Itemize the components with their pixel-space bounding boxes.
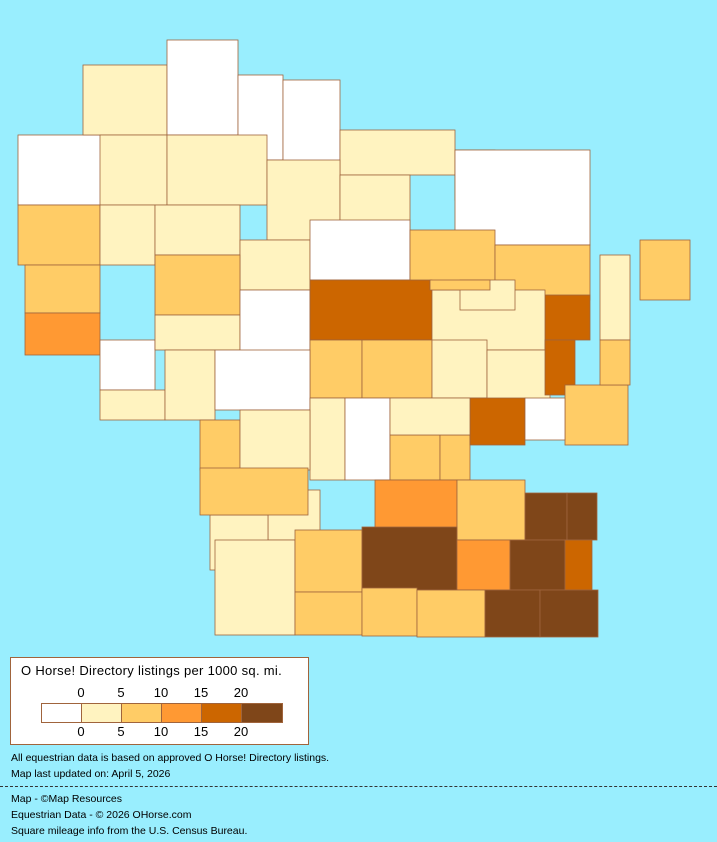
county-region	[361, 587, 418, 637]
county-region	[309, 219, 411, 281]
county-region	[199, 467, 309, 516]
data-credit: Equestrian Data - © 2026 OHorse.com	[11, 809, 192, 821]
county-region	[99, 204, 156, 266]
county-region	[544, 294, 591, 341]
county-region	[456, 479, 526, 541]
legend-color-scale	[41, 703, 283, 723]
county-region	[416, 589, 486, 638]
county-region	[17, 204, 101, 266]
data-source-note: All equestrian data is based on approved…	[11, 752, 330, 764]
county-region	[389, 434, 441, 481]
county-region	[564, 539, 593, 591]
county-region	[344, 397, 391, 481]
county-region	[294, 591, 363, 636]
map-credit: Map - ©Map Resources	[11, 793, 123, 805]
county-region	[309, 339, 363, 399]
county-region	[24, 312, 101, 356]
county-region	[154, 254, 241, 316]
county-region	[389, 397, 471, 436]
legend-swatch	[242, 704, 282, 722]
county-region	[566, 492, 598, 541]
legend-swatch	[42, 704, 82, 722]
county-region	[166, 134, 268, 206]
county-region	[294, 529, 363, 593]
county-region	[439, 434, 471, 481]
county-region	[599, 339, 631, 386]
legend-swatch	[82, 704, 122, 722]
legend-swatch	[162, 704, 202, 722]
tick-label: 5	[117, 685, 125, 700]
legend: O Horse! Directory listings per 1000 sq.…	[10, 657, 309, 745]
county-region	[509, 539, 566, 591]
county-region	[431, 339, 488, 399]
county-region	[484, 589, 541, 638]
county-region	[282, 79, 341, 176]
tick-label: 20	[233, 724, 249, 739]
census-credit: Square mileage info from the U.S. Census…	[11, 825, 248, 837]
county-region	[524, 397, 566, 441]
county-region	[99, 134, 168, 206]
county-region	[239, 239, 311, 291]
legend-ticks-top: 0 5 10 15 20	[11, 685, 311, 701]
tick-label: 5	[117, 724, 125, 739]
tick-label: 15	[193, 685, 209, 700]
legend-ticks-bottom: 0 5 10 15 20	[11, 724, 311, 740]
county-region	[199, 419, 241, 471]
county-region	[154, 204, 241, 256]
county-region	[639, 239, 691, 301]
county-region	[309, 397, 346, 481]
county-region	[524, 492, 568, 541]
county-region	[456, 539, 511, 591]
county-region	[361, 526, 458, 591]
county-region	[214, 349, 311, 411]
tick-label: 10	[153, 685, 169, 700]
county-region	[454, 149, 591, 246]
county-region	[17, 134, 111, 206]
legend-title: O Horse! Directory listings per 1000 sq.…	[21, 663, 283, 678]
tick-label: 20	[233, 685, 249, 700]
county-region	[429, 279, 491, 291]
county-region	[361, 339, 433, 399]
county-region	[486, 349, 551, 401]
county-region	[24, 264, 101, 314]
tick-label: 15	[193, 724, 209, 739]
wisconsin-county-map	[17, 39, 691, 638]
county-region	[469, 397, 526, 446]
tick-label: 0	[77, 724, 85, 739]
county-region	[374, 479, 458, 529]
divider	[0, 786, 717, 787]
county-region	[539, 589, 599, 638]
county-region	[154, 314, 241, 351]
last-updated-note: Map last updated on: April 5, 2026	[11, 768, 171, 780]
legend-swatch	[202, 704, 242, 722]
county-region	[239, 409, 311, 471]
legend-swatch	[122, 704, 162, 722]
county-region	[99, 389, 166, 421]
county-region	[99, 339, 156, 391]
county-region	[164, 349, 216, 421]
county-region	[309, 279, 433, 341]
tick-label: 0	[77, 685, 85, 700]
county-region	[166, 39, 239, 136]
county-region	[564, 384, 629, 446]
county-region	[339, 129, 456, 176]
tick-label: 10	[153, 724, 169, 739]
county-region	[214, 539, 296, 636]
county-region	[82, 64, 168, 136]
county-region	[599, 254, 631, 341]
